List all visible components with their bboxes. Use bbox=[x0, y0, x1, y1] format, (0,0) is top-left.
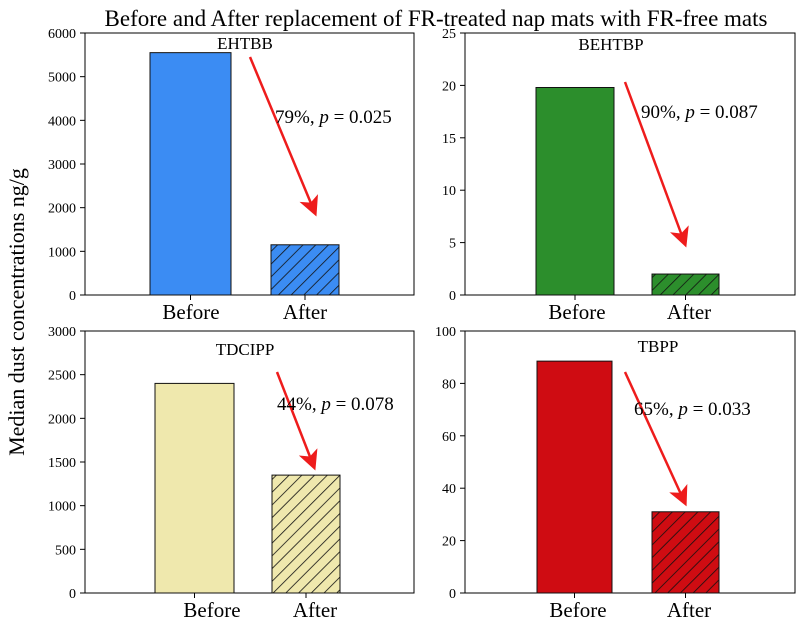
y-tick-label: 0 bbox=[69, 587, 76, 602]
y-tick-label: 80 bbox=[442, 377, 456, 392]
x-tick-label: Before bbox=[548, 300, 605, 324]
panel-title: TBPP bbox=[638, 337, 679, 356]
plot-frame bbox=[464, 32, 796, 296]
bar-before bbox=[535, 86, 615, 296]
plot-frame bbox=[84, 330, 415, 594]
x-tick-label: After bbox=[667, 300, 711, 324]
y-tick-label: 3000 bbox=[48, 325, 76, 340]
chart-panel-behtbp: 0 5 10 15 20 25 Before After BEHTBP 90%, p = 0.08… bbox=[442, 27, 796, 324]
decrease-arrow bbox=[623, 371, 688, 507]
y-tick-label: 2000 bbox=[48, 202, 76, 217]
chart-panel-tdcipp: 0 500 1000 1500 2000 2500 3000 Before After TDCIP… bbox=[48, 325, 415, 622]
reduction-annotation: 90%, p = 0.087 bbox=[641, 102, 758, 123]
bar-before bbox=[154, 382, 235, 594]
y-tick-label: 15 bbox=[442, 132, 456, 147]
y-tick-label: 40 bbox=[442, 482, 456, 497]
y-tick-label: 500 bbox=[55, 543, 76, 558]
y-tick-label: 5000 bbox=[48, 71, 76, 86]
plot-frame bbox=[464, 330, 796, 594]
y-tick-label: 10 bbox=[442, 184, 456, 199]
reduction-annotation: 79%, p = 0.025 bbox=[275, 107, 392, 128]
chart-panel-ehtbb: 0 1000 2000 3000 4000 5000 6000 Before After EHTB… bbox=[48, 27, 415, 324]
x-tick-label: After bbox=[283, 300, 327, 324]
y-tick-label: 4000 bbox=[48, 114, 76, 129]
y-tick-label: 2000 bbox=[48, 412, 76, 427]
chart-panel-tbpp: 0 20 40 60 80 100 Before After TBPP 65%, p = 0.03… bbox=[435, 325, 796, 622]
bar-before bbox=[149, 52, 232, 296]
y-tick-label: 0 bbox=[449, 289, 456, 304]
y-tick-label: 2500 bbox=[48, 369, 76, 384]
y-tick-label: 25 bbox=[442, 27, 456, 42]
bar-after bbox=[651, 511, 720, 594]
y-tick-label: 1000 bbox=[48, 245, 76, 260]
reduction-annotation: 65%, p = 0.033 bbox=[634, 399, 751, 420]
y-tick-label: 60 bbox=[442, 430, 456, 445]
panel-title: EHTBB bbox=[217, 34, 273, 53]
decrease-arrow bbox=[248, 56, 318, 217]
plot-frame bbox=[84, 32, 415, 296]
bar-after bbox=[651, 273, 720, 296]
figure-title: Before and After replacement of FR-treat… bbox=[105, 6, 768, 31]
x-tick-label: Before bbox=[162, 300, 219, 324]
decrease-arrow bbox=[623, 81, 689, 248]
y-tick-label: 1500 bbox=[48, 456, 76, 471]
panel-title: BEHTBP bbox=[578, 35, 643, 54]
y-tick-label: 1000 bbox=[48, 500, 76, 515]
bar-before bbox=[536, 360, 613, 594]
y-tick-label: 3000 bbox=[48, 158, 76, 173]
y-tick-label: 6000 bbox=[48, 27, 76, 42]
y-tick-label: 0 bbox=[69, 289, 76, 304]
bar-after bbox=[271, 474, 341, 594]
panel-title: TDCIPP bbox=[216, 340, 275, 359]
x-tick-label: After bbox=[667, 598, 711, 622]
y-tick-label: 20 bbox=[442, 535, 456, 550]
decrease-arrow bbox=[275, 371, 318, 471]
bar-after bbox=[270, 244, 340, 296]
x-tick-label: Before bbox=[183, 598, 240, 622]
y-tick-label: 100 bbox=[435, 325, 456, 340]
y-tick-label: 5 bbox=[449, 237, 456, 252]
x-tick-label: Before bbox=[549, 598, 606, 622]
reduction-annotation: 44%, p = 0.078 bbox=[277, 394, 394, 415]
y-axis-label: Median dust concentrations ng/g bbox=[4, 168, 29, 456]
y-tick-label: 20 bbox=[442, 79, 456, 94]
x-tick-label: After bbox=[293, 598, 337, 622]
y-tick-label: 0 bbox=[449, 587, 456, 602]
